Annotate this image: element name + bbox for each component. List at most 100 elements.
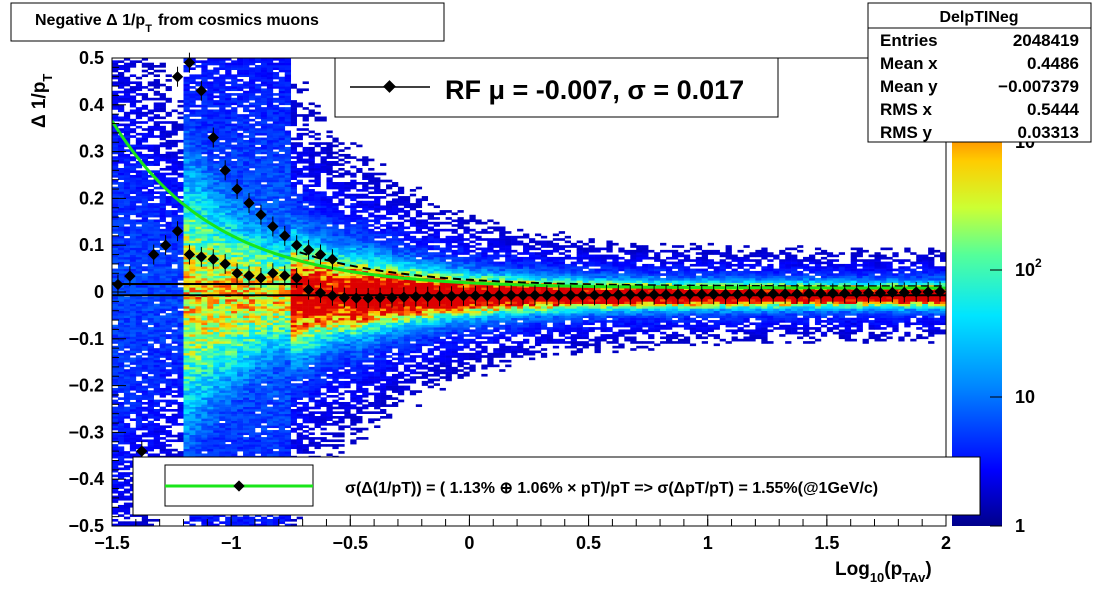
- heatmap-cell: [165, 303, 172, 307]
- heatmap-cell: [153, 224, 160, 227]
- heatmap-cell: [278, 153, 286, 157]
- heatmap-cell: [165, 277, 172, 281]
- heatmap-cell: [254, 114, 262, 117]
- heatmap-cell: [189, 226, 196, 230]
- heatmap-cell: [171, 160, 178, 164]
- heatmap-cell: [117, 74, 125, 78]
- heatmap-cell: [266, 198, 274, 202]
- heatmap-cell: [260, 331, 268, 335]
- heatmap-cell: [237, 142, 244, 145]
- heatmap-cell: [129, 128, 137, 131]
- heatmap-cell: [129, 238, 137, 241]
- heatmap-cell: [123, 345, 131, 349]
- heatmap-cell: [177, 104, 184, 108]
- heatmap-cell: [183, 149, 190, 152]
- heatmap-cell: [201, 231, 208, 234]
- heatmap-cell: [254, 207, 262, 211]
- heatmap-cell: [117, 242, 125, 246]
- heatmap-cell: [177, 357, 184, 361]
- heatmap-cell: [123, 163, 131, 166]
- heatmap-cell: [165, 334, 172, 337]
- heatmap-cell: [219, 373, 226, 377]
- heatmap-cell: [201, 177, 208, 180]
- heatmap-cell: [171, 233, 178, 237]
- heatmap-cell: [177, 385, 184, 389]
- heatmap-cell: [171, 320, 178, 323]
- heatmap-cell: [177, 313, 184, 316]
- heatmap-cell: [201, 413, 208, 417]
- heatmap-cell: [254, 441, 262, 445]
- heatmap-cell: [243, 416, 250, 419]
- heatmap-cell: [225, 397, 232, 400]
- heatmap-cell: [249, 287, 256, 290]
- heatmap-cell: [278, 224, 286, 227]
- heatmap-cell: [278, 434, 286, 438]
- heatmap-cell: [213, 451, 220, 454]
- heatmap-cell: [225, 151, 232, 155]
- heatmap-cell: [249, 109, 256, 113]
- heatmap-cell: [147, 287, 154, 290]
- heatmap-cell: [254, 350, 262, 354]
- heatmap-cell: [201, 245, 208, 248]
- heatmap-cell: [201, 249, 208, 253]
- heatmap-cell: [135, 235, 143, 239]
- heatmap-cell: [129, 439, 137, 443]
- heatmap-cell: [231, 203, 238, 206]
- heatmap-cell: [117, 107, 125, 110]
- heatmap-cell: [195, 261, 202, 265]
- heatmap-cell: [183, 387, 190, 391]
- heatmap-cell: [249, 418, 256, 421]
- heatmap-cell: [129, 441, 137, 445]
- heatmap-cell: [189, 205, 196, 209]
- heatmap-cell: [159, 289, 166, 293]
- heatmap-cell: [153, 270, 160, 274]
- heatmap-cell: [135, 231, 143, 234]
- heatmap-cell: [129, 322, 137, 326]
- heatmap-cell: [213, 399, 220, 403]
- heatmap-cell: [129, 366, 137, 370]
- heatmap-cell: [129, 348, 137, 351]
- heatmap-cell: [112, 139, 119, 143]
- heatmap-cell: [171, 142, 178, 145]
- heatmap-cell: [201, 74, 208, 78]
- heatmap-cell: [141, 409, 149, 412]
- heatmap-cell: [219, 390, 226, 393]
- heatmap-cell: [266, 261, 274, 265]
- heatmap-cell: [272, 401, 280, 405]
- heatmap-cell: [141, 406, 149, 410]
- heatmap-cell: [129, 334, 137, 337]
- heatmap-cell: [237, 413, 244, 417]
- heatmap-cell: [112, 423, 119, 426]
- heatmap-cell: [278, 518, 286, 522]
- heatmap-cell: [147, 196, 154, 199]
- heatmap-cell: [249, 60, 256, 63]
- heatmap-cell: [153, 434, 160, 438]
- heatmap-cell: [272, 329, 280, 333]
- heatmap-cell: [207, 327, 214, 330]
- heatmap-cell: [141, 111, 149, 115]
- heatmap-cell: [219, 362, 226, 365]
- heatmap-cell: [254, 299, 262, 302]
- heatmap-cell: [112, 495, 119, 499]
- heatmap-cell: [249, 320, 256, 323]
- heatmap-cell: [272, 327, 280, 330]
- heatmap-cell: [266, 137, 274, 141]
- heatmap-cell: [243, 366, 250, 370]
- heatmap-cell: [207, 172, 214, 176]
- heatmap-cell: [117, 158, 125, 162]
- heatmap-cell: [237, 259, 244, 262]
- heatmap-cell: [272, 277, 280, 281]
- heatmap-cell: [135, 357, 143, 361]
- heatmap-cell: [260, 336, 268, 340]
- heatmap-cell: [195, 263, 202, 267]
- heatmap-cell: [159, 341, 166, 344]
- heatmap-cell: [219, 60, 226, 63]
- heatmap-cell: [278, 371, 286, 375]
- heatmap-cell: [201, 369, 208, 372]
- heatmap-cell: [171, 249, 178, 253]
- heatmap-cell: [284, 514, 292, 517]
- heatmap-cell: [159, 107, 166, 110]
- heatmap-cell: [159, 270, 166, 274]
- heatmap-cell: [213, 79, 220, 82]
- heatmap-cell: [201, 165, 208, 169]
